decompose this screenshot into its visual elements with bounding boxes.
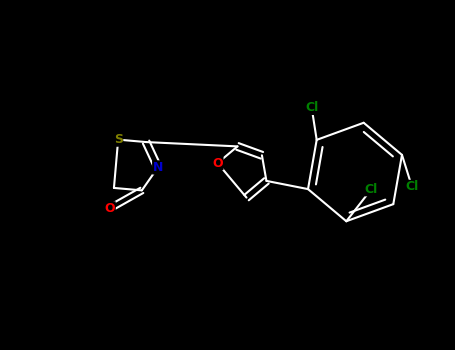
Text: S: S xyxy=(114,133,123,146)
Text: O: O xyxy=(212,156,223,170)
Text: Cl: Cl xyxy=(365,183,378,196)
Text: N: N xyxy=(153,161,163,174)
Text: Cl: Cl xyxy=(305,102,318,114)
Text: O: O xyxy=(105,202,115,215)
Text: Cl: Cl xyxy=(405,180,419,194)
